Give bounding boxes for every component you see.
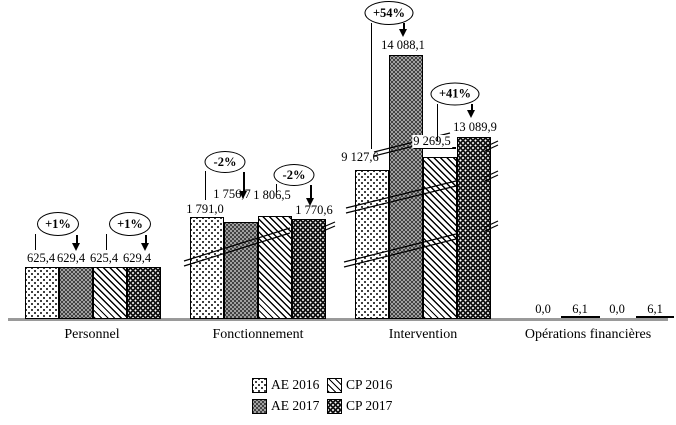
x-axis-line bbox=[8, 318, 668, 321]
value-label: 629,4 bbox=[122, 251, 152, 265]
legend-swatch bbox=[327, 378, 342, 393]
legend-swatch bbox=[327, 399, 342, 414]
value-label: 1 806,5 bbox=[253, 188, 291, 202]
value-label: 0,0 bbox=[535, 302, 551, 316]
legend-item-ae-2017: AE 2017 bbox=[252, 398, 324, 414]
category-label-intervention: Intervention bbox=[388, 327, 458, 342]
percent-change-annotation: +1% bbox=[109, 212, 151, 236]
arrow-down-icon bbox=[141, 243, 149, 251]
bar-cp-2016-personnel bbox=[93, 267, 127, 319]
percent-change-annotation: +41% bbox=[430, 82, 480, 106]
category-label-operations-financieres: Opérations financières bbox=[524, 327, 652, 342]
annotation-connector-line bbox=[205, 171, 207, 200]
arrow-line bbox=[76, 235, 78, 245]
category-label-personnel: Personnel bbox=[64, 327, 120, 342]
annotation-connector-line bbox=[276, 184, 278, 192]
value-label: 1 791,0 bbox=[186, 202, 224, 216]
value-label: 9 269,5 bbox=[412, 134, 452, 148]
bar-ae-2016-fonctionnement bbox=[190, 217, 224, 319]
legend-swatch bbox=[252, 378, 267, 393]
category-label-fonctionnement: Fonctionnement bbox=[212, 327, 304, 342]
bar-ae-2017-personnel bbox=[59, 267, 93, 319]
bar-ae-2017-intervention bbox=[389, 55, 423, 319]
bar-cp-2017-intervention bbox=[457, 137, 491, 319]
bar-ae-2017-operations-financieres bbox=[561, 316, 600, 318]
bar-cp-2016-fonctionnement bbox=[258, 216, 292, 319]
value-label: 9 127,6 bbox=[341, 150, 379, 164]
value-label: 629,4 bbox=[56, 251, 86, 265]
arrow-line bbox=[310, 185, 312, 200]
value-label: 0,0 bbox=[609, 302, 625, 316]
arrow-line bbox=[471, 104, 473, 112]
value-label: 625,4 bbox=[26, 251, 56, 265]
annotation-connector-line bbox=[437, 104, 439, 141]
percent-change-annotation: -2% bbox=[204, 151, 246, 173]
annotation-connector-line bbox=[35, 234, 37, 250]
arrow-line bbox=[403, 23, 405, 31]
bar-ae-2017-fonctionnement bbox=[224, 222, 258, 319]
legend-label: CP 2017 bbox=[346, 398, 393, 413]
bar-cp-2017-fonctionnement bbox=[292, 219, 326, 319]
value-label: 625,4 bbox=[89, 251, 119, 265]
legend-label: AE 2016 bbox=[271, 377, 320, 392]
legend-swatch bbox=[252, 399, 267, 414]
arrow-down-icon bbox=[399, 29, 407, 37]
annotation-connector-line bbox=[371, 23, 373, 149]
legend-item-cp-2017: CP 2017 bbox=[327, 398, 399, 414]
legend-label: CP 2016 bbox=[346, 377, 393, 392]
percent-change-annotation: +54% bbox=[364, 1, 414, 25]
legend-item-ae-2016: AE 2016 bbox=[252, 377, 324, 393]
arrow-down-icon bbox=[467, 110, 475, 118]
value-label: 1 770,6 bbox=[295, 203, 333, 217]
bar-cp-2017-operations-financieres bbox=[636, 316, 674, 318]
arrow-down-icon bbox=[306, 198, 314, 206]
annotation-connector-line bbox=[106, 234, 108, 250]
arrow-down-icon bbox=[72, 243, 80, 251]
legend-label: AE 2017 bbox=[271, 398, 320, 413]
legend-item-cp-2016: CP 2016 bbox=[327, 377, 399, 393]
arrow-down-icon bbox=[239, 191, 247, 199]
value-label: 13 089,9 bbox=[453, 120, 497, 134]
bar-cp-2016-intervention bbox=[423, 157, 457, 319]
bar-cp-2017-personnel bbox=[127, 267, 161, 319]
bar-ae-2016-intervention bbox=[355, 170, 389, 319]
bar-ae-2016-personnel bbox=[25, 267, 59, 319]
percent-change-annotation: +1% bbox=[37, 212, 79, 236]
value-label: 6,1 bbox=[647, 302, 663, 316]
value-label: 14 088,1 bbox=[381, 38, 425, 52]
percent-change-annotation: -2% bbox=[273, 164, 315, 186]
arrow-line bbox=[145, 235, 147, 245]
arrow-line bbox=[243, 172, 245, 193]
value-label: 6,1 bbox=[572, 302, 588, 316]
